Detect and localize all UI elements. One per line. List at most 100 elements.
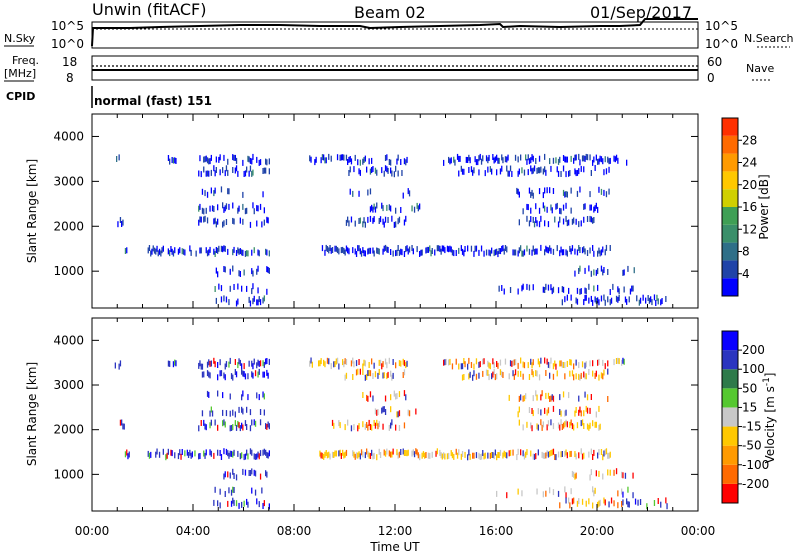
echo-mark [229,268,231,275]
velocity-colorbar-tick-label: 50 [742,381,757,395]
echo-mark [217,390,219,397]
echo-mark [333,422,335,429]
echo-mark [501,154,503,161]
echo-mark [237,207,239,214]
echo-mark [217,362,219,368]
echo-mark [537,449,539,456]
echo-mark [244,208,247,215]
echo-mark [579,288,581,295]
echo-mark [441,245,443,252]
echo-mark [254,420,257,427]
echo-mark [570,155,572,162]
echo-mark [589,407,591,414]
echo-mark [210,154,212,161]
echo-mark [609,157,611,164]
echo-mark [357,452,359,459]
echo-mark [484,170,486,177]
echo-mark [565,409,567,416]
echo-mark [528,374,531,380]
velocity-colorbar-swatch [722,350,738,370]
echo-mark [253,295,255,302]
echo-mark [518,395,520,402]
echo-mark [538,155,541,162]
echo-mark [557,422,560,429]
echo-mark [252,202,254,209]
echo-mark [593,285,595,292]
echo-mark [575,407,577,413]
echo-mark [496,169,498,176]
echo-mark [147,247,149,254]
echo-mark [621,488,623,495]
echo-mark [396,411,398,418]
echo-mark [549,187,551,194]
echo-mark [477,159,479,166]
echo-mark [597,297,599,304]
echo-mark [249,165,252,172]
echo-mark [366,166,368,173]
echo-mark [415,408,417,415]
echo-mark [323,359,325,366]
echo-mark [345,449,348,456]
echo-mark [502,452,504,459]
echo-mark [344,424,346,431]
echo-mark [381,202,383,209]
echo-mark [209,158,211,165]
echo-mark [362,363,364,370]
echo-mark [560,360,562,367]
echo-mark [532,155,534,162]
echo-mark [116,156,118,162]
echo-mark [547,361,550,368]
echo-mark [328,153,330,160]
x-tick-label: 04:00 [176,524,211,538]
echo-mark [248,170,250,177]
echo-mark [200,247,202,254]
echo-mark [506,452,508,459]
echo-mark [416,246,418,253]
site-title: Unwin (fitACF) [92,0,206,19]
echo-mark [262,503,264,509]
echo-mark [575,359,577,366]
echo-mark [244,250,247,257]
echo-mark [198,170,200,177]
echo-mark [535,370,537,377]
echo-mark [233,284,235,290]
echo-mark [347,216,349,223]
echo-mark [578,373,580,380]
echo-mark [253,358,255,365]
echo-mark [621,501,623,507]
echo-mark [263,207,265,214]
echo-mark [487,452,489,459]
echo-mark [206,157,209,164]
echo-mark [602,269,604,276]
echo-mark [574,410,576,417]
echo-mark [224,266,226,273]
echo-mark [200,420,202,426]
echo-mark [436,245,438,252]
echo-mark [493,453,495,460]
echo-mark [546,409,548,416]
echo-mark [468,167,470,173]
echo-mark [321,245,324,252]
echo-mark [223,154,225,161]
echo-mark [584,248,586,255]
nsky-label: N.Sky [4,32,36,45]
echo-mark [626,498,628,505]
echo-mark [565,449,567,456]
echo-mark [190,249,192,256]
echo-mark [427,246,430,253]
echo-mark [232,409,234,416]
echo-mark [241,501,243,508]
echo-mark [406,360,408,367]
echo-mark [376,419,378,426]
echo-mark [225,448,228,455]
echo-mark [219,488,221,495]
echo-mark [542,192,544,199]
echo-mark [257,249,259,256]
echo-mark [541,390,543,397]
echo-mark [352,450,354,457]
echo-mark [398,391,401,398]
echo-mark [198,205,200,212]
echo-mark [450,246,452,253]
echo-mark [378,448,380,455]
